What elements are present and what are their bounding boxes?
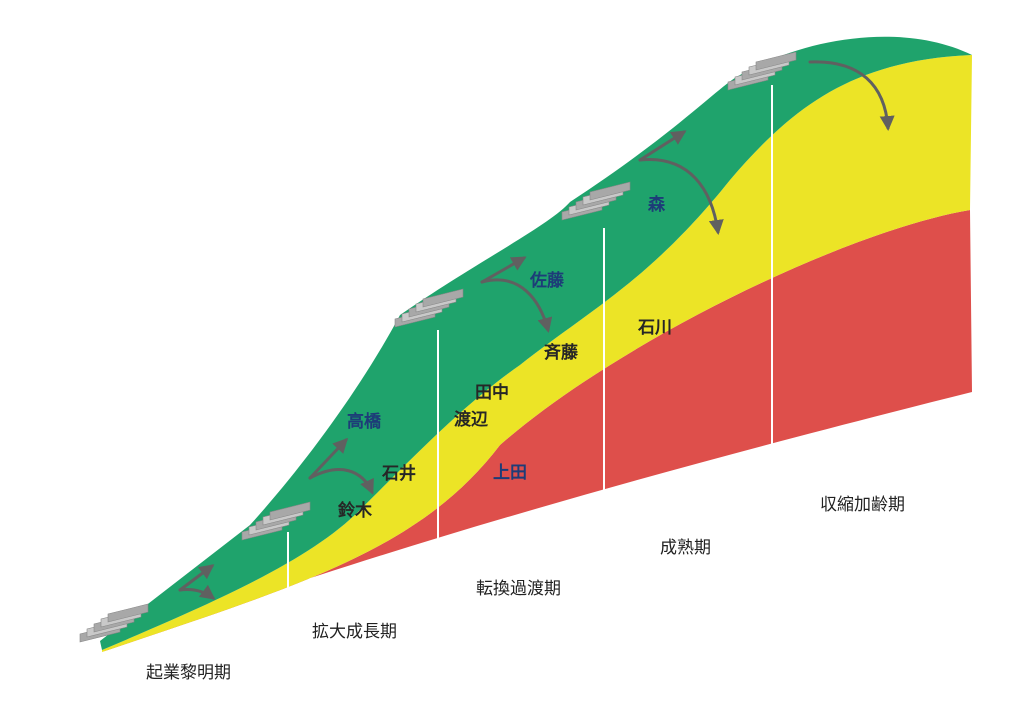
- stage-label-expansion: 拡大成長期: [312, 622, 397, 642]
- name-sato: 佐藤: [529, 270, 565, 291]
- name-watanabe: 渡辺: [454, 409, 488, 430]
- stair-step: [422, 288, 464, 308]
- stair-step: [107, 603, 149, 623]
- staircase-icon: [241, 501, 311, 541]
- name-ueda: 上田: [493, 463, 527, 483]
- band-middle: [102, 55, 972, 652]
- staircase-icon: [394, 288, 464, 328]
- name-saito: 斉藤: [544, 342, 579, 363]
- name-ishii: 石井: [381, 463, 416, 484]
- arrow-up-icon: [178, 564, 215, 592]
- stage-label-maturity: 成熟期: [660, 537, 711, 558]
- stage-label-decline: 収縮加齢期: [820, 495, 905, 515]
- arrow-up-icon: [638, 130, 687, 162]
- stair-step: [589, 181, 631, 201]
- arrow-up-icon: [308, 437, 349, 480]
- career-arrows: [178, 60, 895, 600]
- stage-label-transition: 転換過渡期: [476, 579, 561, 599]
- name-suzuki: 鈴木: [338, 500, 373, 521]
- staircase-icon: [727, 51, 797, 91]
- name-ishikawa: 石川: [637, 318, 672, 338]
- arrow-curve-icon: [808, 60, 895, 131]
- band-bottom: [102, 210, 972, 652]
- arrow-curve-icon: [178, 584, 216, 600]
- staircase-icon: [561, 181, 631, 221]
- name-mori: 森: [648, 194, 666, 215]
- arrow-curve-icon: [638, 158, 724, 235]
- name-takahashi: 高橋: [347, 411, 382, 432]
- stair-step: [269, 501, 311, 521]
- arrow-curve-icon: [308, 468, 374, 495]
- staircase-icon: [79, 603, 149, 643]
- name-tanaka: 田中: [475, 382, 509, 403]
- stage-label-founding: 起業黎明期: [146, 663, 231, 683]
- band-top: [100, 36, 972, 651]
- arrow-curve-icon: [480, 278, 553, 333]
- arrow-up-icon: [480, 256, 527, 284]
- stair-step: [755, 51, 797, 71]
